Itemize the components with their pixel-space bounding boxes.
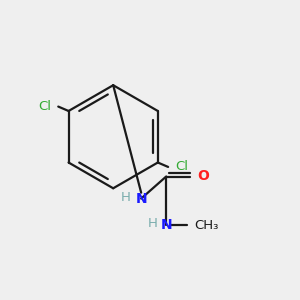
Text: N: N — [160, 218, 172, 232]
Text: Cl: Cl — [176, 160, 188, 173]
Text: N: N — [135, 192, 147, 206]
Text: H: H — [121, 190, 131, 204]
Text: Cl: Cl — [38, 100, 51, 113]
Text: O: O — [197, 169, 209, 184]
Text: CH₃: CH₃ — [194, 219, 218, 232]
Text: H: H — [148, 217, 158, 230]
